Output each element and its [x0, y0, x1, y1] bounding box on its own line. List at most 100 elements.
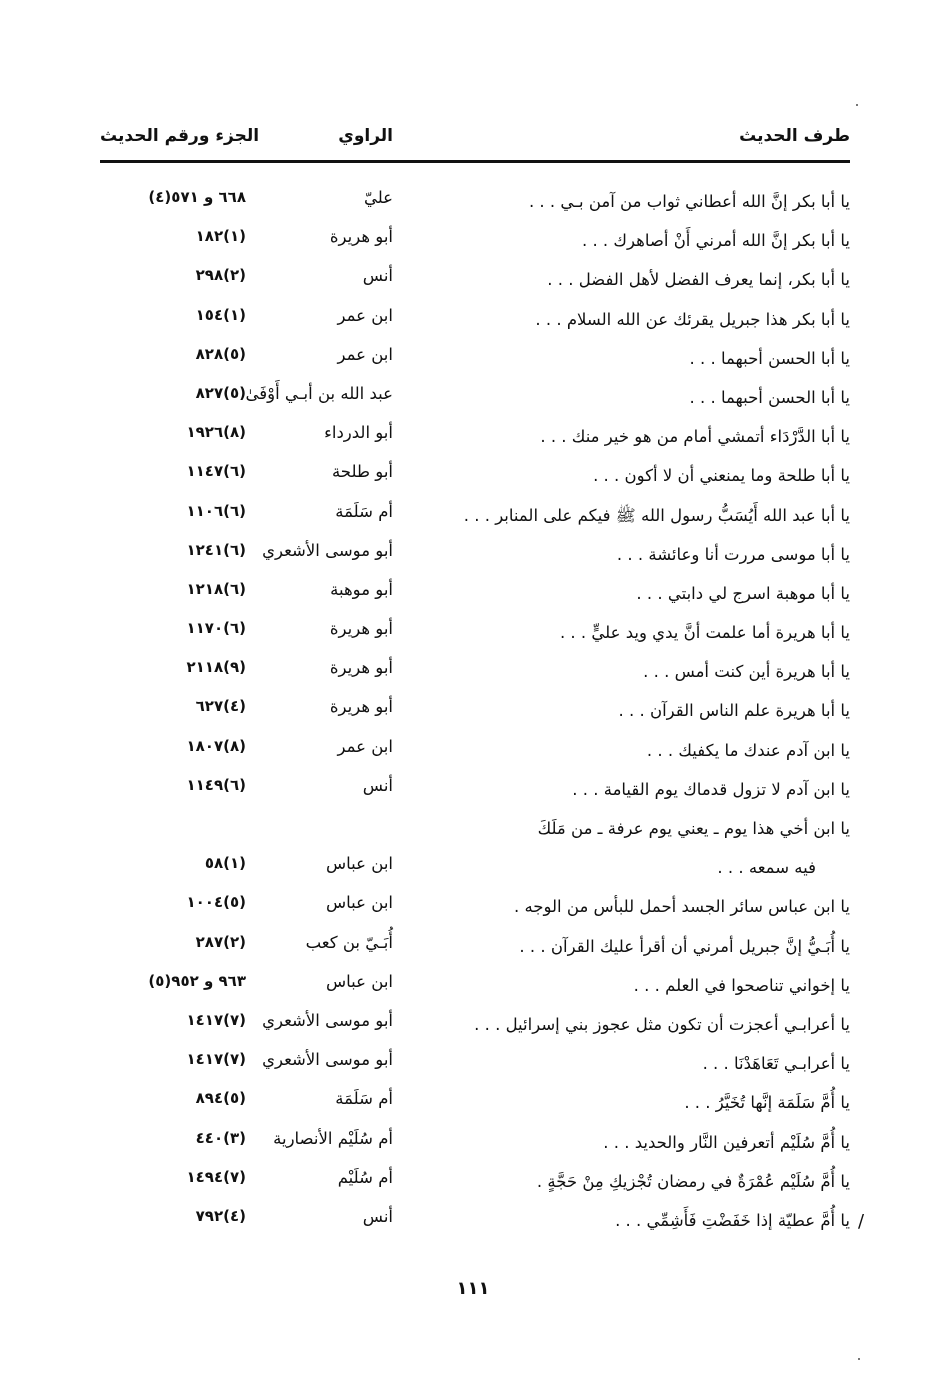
table-row: يا إخواني تناصحوا في العلم . . . ابن عباس… — [0, 970, 946, 1009]
narrator: ابن عباس — [326, 854, 393, 873]
table-row: يا أُمَّ سَلَمَة إنَّها تُخَيَّرُ . . . أ… — [0, 1087, 946, 1126]
hadith-text: يا ابن آدم عندك ما يكفيك . . . — [646, 740, 850, 760]
volume-hadith-number: ١٨٢(١) — [195, 227, 246, 246]
hadith-text: يا أبا الدَّرْدَاء أتمشي أمام من هو خير … — [540, 427, 850, 447]
hadith-text: يا أبا بكر إنَّ الله أعطاني ثواب من آمن … — [528, 192, 850, 211]
hadith-text: يا أُبَـيُّ إنَّ جبريل أمرني أن أقرأ علي… — [519, 936, 850, 956]
hadith-text: يا أُمَّ عطيّة إذا خَفَضْتِ فَأَشِمِّي .… — [615, 1210, 850, 1230]
table-row: يا ابن آدم لا تزول قدماك يوم القيامة . .… — [0, 774, 946, 813]
hadith-text: يا أعرابـي تَعَاهَدْنَا . . . — [702, 1054, 850, 1074]
hadith-text: يا أُمَّ سُلَيْم عُمْرَةٌ في رمضان تُجْز… — [536, 1171, 850, 1191]
table-row: يا أبا هريرة علم الناس القرآن . . . أبو ه… — [0, 695, 946, 734]
volume-hadith-number: ٤٤٠(٣) — [195, 1128, 246, 1147]
hadith-text: يا أعرابـي أعجزت أن تكون مثل عجوز بني إس… — [474, 1014, 850, 1034]
volume-hadith-number: ١٤٩٤(٧) — [186, 1167, 247, 1186]
narrator: أبو طلحة — [331, 462, 393, 482]
volume-hadith-number: ٢٨٧(٢) — [195, 932, 246, 951]
narrator: أبو موهبة — [330, 579, 393, 599]
volume-hadith-number: ١١٧٠(٦) — [186, 619, 247, 638]
volume-hadith-number: (٥)٩٥٢ و ٩٦٣ — [148, 971, 246, 990]
hadith-text: يا ابن آدم لا تزول قدماك يوم القيامة . .… — [572, 779, 850, 799]
table-row: يا أبا موسى مررت أنا وعائشة . . . أبو موس… — [0, 539, 946, 578]
volume-hadith-number: ١٥٤(١) — [195, 305, 246, 324]
volume-hadith-number: ٢٩٨(٢) — [195, 266, 246, 285]
table-row: يا أبا الدَّرْدَاء أتمشي أمام من هو خير … — [0, 421, 946, 460]
table-row: يا أبا الحسن أحبهما . . . عبد الله بن أبـ… — [0, 382, 946, 421]
hadith-text: يا أبا هريرة علم الناس القرآن . . . — [618, 701, 850, 721]
hadith-text: يا ابن أخي هذا يوم ـ يعني يوم عرفة ـ من … — [537, 819, 850, 838]
narrator: أبو هريرة — [329, 227, 393, 247]
narrator: أنس — [362, 1206, 393, 1226]
check-mark-icon: / — [858, 1210, 865, 1232]
hadith-text: يا أبا بكر، إنما يعرف الفضل لأهل الفضل .… — [547, 270, 850, 290]
hadith-text: يا أبا الحسن أحبهما . . . — [689, 387, 850, 407]
narrator: أم سَلَمَة — [335, 1089, 393, 1109]
narrator: أبو الدرداء — [324, 423, 393, 443]
volume-hadith-number: ١١٠٦(٦) — [186, 501, 247, 520]
hadith-text: يا ابن عباس سائر الجسد أحمل للبأس من الو… — [513, 897, 850, 917]
volume-hadith-number: ٥٨(١) — [204, 854, 246, 872]
volume-hadith-number: ١٢٤١(٦) — [186, 540, 247, 559]
table-row: يا ابن عباس سائر الجسد أحمل للبأس من الو… — [0, 891, 946, 930]
header-ref: الجزء ورقم الحديث — [100, 126, 260, 146]
header-narrator: الراوي — [338, 126, 393, 146]
table-row: يا أعرابـي تَعَاهَدْنَا . . . أبو موسى ال… — [0, 1048, 946, 1087]
table-row: يا أبا هريرة أين كنت أمس . . . أبو هريرة ٢… — [0, 656, 946, 695]
narrator: ابن عمر — [337, 344, 393, 364]
hadith-text: يا أُمَّ سُلَيْم أتعرفين النَّار والحديد… — [603, 1132, 850, 1152]
volume-hadith-number: ١٤١٧(٧) — [186, 1010, 247, 1029]
table-row: يا أبا موهبة اسرج لي دابتي . . . أبو موهب… — [0, 578, 946, 617]
narrator: أبو هريرة — [329, 697, 393, 717]
header-hadith: طرف الحديث — [739, 126, 850, 146]
hadith-text: يا أبا هريرة أين كنت أمس . . . — [643, 662, 850, 682]
hadith-text: يا أبا هريرة أما علمت أنَّ يدي ويد عليٍّ… — [559, 623, 850, 643]
volume-hadith-number: ٢١١٨(٩) — [186, 658, 247, 677]
table-row: يا أبا بكر إنَّ الله أعطاني ثواب من آمن … — [0, 186, 946, 225]
narrator: أبو هريرة — [329, 619, 393, 639]
hadith-text: يا أبا موهبة اسرج لي دابتي . . . — [636, 583, 850, 603]
volume-hadith-number: ٧٩٢(٤) — [195, 1206, 246, 1225]
volume-hadith-number: ١٨٠٧(٨) — [186, 736, 247, 755]
hadith-text: يا أبا الحسن أحبهما . . . — [689, 348, 850, 368]
index-table: يا أبا بكر إنَّ الله أعطاني ثواب من آمن … — [0, 186, 946, 1244]
volume-hadith-number: ٨٩٤(٥) — [195, 1089, 246, 1108]
table-row: يا أبا بكر هذا جبريل يقرئك عن الله السلا… — [0, 304, 946, 343]
narrator: ابن عمر — [337, 305, 393, 325]
narrator: أم سُلَيْم — [337, 1167, 393, 1187]
narrator: أنس — [362, 266, 393, 286]
volume-hadith-number: ٨٢٧(٥) — [195, 383, 246, 402]
scan-speck — [858, 1358, 860, 1360]
hadith-text: يا إخواني تناصحوا في العلم . . . — [633, 975, 850, 995]
narrator: عبد الله بن أبـي أَوْفَىٰ — [245, 383, 394, 403]
narrator: أنس — [362, 775, 393, 795]
hadith-text: يا أبا بكر إنَّ الله أمرني أَنْ أصاهرك .… — [581, 231, 850, 251]
narrator: أبو هريرة — [329, 658, 393, 678]
table-row: يا ابن أخي هذا يوم ـ يعني يوم عرفة ـ من … — [0, 813, 946, 891]
hadith-text: يا أبا عبد الله أَيُسَبُّ رسول الله ﷺ في… — [463, 505, 850, 525]
narrator: أبو موسى الأشعري — [262, 540, 393, 560]
narrator: أُبَـيّ بن كعب — [305, 932, 393, 952]
narrator: أم سَلَمَة — [335, 501, 393, 521]
volume-hadith-number: ١٤١٧(٧) — [186, 1050, 247, 1069]
hadith-text-continued: فيه سمعه . . . — [717, 858, 816, 877]
hadith-text: يا أبا بكر هذا جبريل يقرئك عن الله السلا… — [535, 309, 850, 329]
narrator: عليّ — [363, 188, 393, 207]
narrator: أبو موسى الأشعري — [262, 1010, 393, 1030]
table-row: يا أبا عبد الله أَيُسَبُّ رسول الله ﷺ في… — [0, 500, 946, 539]
hadith-text: يا أبا طلحة وما يمنعني أن لا أكون . . . — [593, 466, 850, 486]
volume-hadith-number: ١٢١٨(٦) — [186, 579, 247, 598]
table-row: يا أبا الحسن أحبهما . . . ابن عمر ٨٢٨(٥) — [0, 343, 946, 382]
volume-hadith-number: ١٠٠٤(٥) — [186, 893, 247, 912]
scan-speck — [856, 104, 858, 106]
volume-hadith-number: ٦٢٧(٤) — [195, 697, 246, 716]
narrator: ابن عباس — [326, 893, 393, 913]
volume-hadith-number: ١١٤٩(٦) — [186, 775, 247, 794]
narrator: أم سُلَيْم الأنصارية — [273, 1128, 393, 1148]
table-row: يا أعرابـي أعجزت أن تكون مثل عجوز بني إس… — [0, 1009, 946, 1048]
hadith-text: يا أُمَّ سَلَمَة إنَّها تُخَيَّرُ . . . — [684, 1093, 850, 1113]
table-row: يا أبا بكر إنَّ الله أمرني أَنْ أصاهرك .… — [0, 225, 946, 264]
table-row: يا ابن آدم عندك ما يكفيك . . . ابن عمر ١٨٠… — [0, 735, 946, 774]
narrator: ابن عباس — [326, 971, 393, 991]
table-row: يا أُمَّ سُلَيْم أتعرفين النَّار والحديد… — [0, 1127, 946, 1166]
narrator: أبو موسى الأشعري — [262, 1050, 393, 1070]
